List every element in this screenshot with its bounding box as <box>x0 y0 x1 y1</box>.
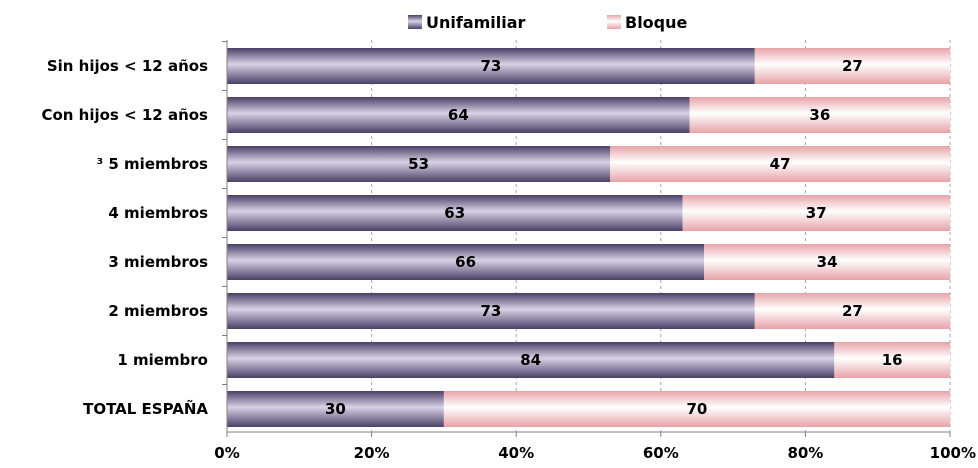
bars <box>227 48 950 427</box>
bar-unifamiliar <box>227 146 611 182</box>
x-tick-label: 40% <box>498 444 534 462</box>
category-label: 3 miembros <box>108 253 208 271</box>
category-label: ³ 5 miembros <box>97 155 208 173</box>
bar-unifamiliar <box>227 48 755 84</box>
legend-item-bloque: Bloque <box>607 13 688 32</box>
legend-swatch-bloque <box>607 15 621 29</box>
data-label-bloque: 70 <box>687 400 708 418</box>
data-label-unifamiliar: 30 <box>325 400 346 418</box>
bar-bloque <box>443 391 950 427</box>
x-tick-label: 80% <box>787 444 823 462</box>
data-label-bloque: 27 <box>842 57 863 75</box>
bar-bloque <box>689 97 950 133</box>
category-label: TOTAL ESPAÑA <box>83 399 208 418</box>
x-tick-labels: 0% 20% 40% 60% 80% 100% <box>214 444 976 462</box>
legend-swatch-unifamiliar <box>408 15 422 29</box>
axes <box>222 40 951 437</box>
data-label-bloque: 47 <box>770 155 791 173</box>
bar-unifamiliar <box>227 293 755 329</box>
data-label-unifamiliar: 63 <box>444 204 465 222</box>
data-label-bloque: 16 <box>882 351 903 369</box>
legend-label-unifamiliar: Unifamiliar <box>426 13 526 32</box>
bar-bloque <box>610 146 950 182</box>
x-tick-label: 100% <box>930 444 976 462</box>
data-label-bloque: 36 <box>809 106 830 124</box>
bar-bloque <box>682 195 950 231</box>
data-label-bloque: 37 <box>806 204 827 222</box>
bar-bloque <box>754 48 950 84</box>
bar-unifamiliar <box>227 342 835 378</box>
data-label-bloque: 34 <box>817 253 838 271</box>
data-label-unifamiliar: 73 <box>480 57 501 75</box>
bar-unifamiliar <box>227 97 690 133</box>
x-tick-label: 60% <box>643 444 679 462</box>
data-label-unifamiliar: 53 <box>408 155 429 173</box>
legend-label-bloque: Bloque <box>625 13 688 32</box>
legend: Unifamiliar Bloque <box>408 13 688 32</box>
bar-bloque <box>704 244 950 280</box>
bar-bloque <box>754 293 950 329</box>
category-label: 4 miembros <box>108 204 208 222</box>
x-tick-label: 0% <box>214 444 239 462</box>
category-label: 1 miembro <box>117 351 208 369</box>
category-label: Sin hijos < 12 años <box>47 57 208 75</box>
category-label: Con hijos < 12 años <box>41 106 208 124</box>
bar-unifamiliar <box>227 195 683 231</box>
data-label-unifamiliar: 64 <box>448 106 469 124</box>
data-labels: 73 27 64 36 53 47 63 37 66 34 73 27 84 16 30 70 <box>325 57 903 418</box>
data-label-unifamiliar: 73 <box>480 302 501 320</box>
x-tick-label: 20% <box>354 444 390 462</box>
legend-item-unifamiliar: Unifamiliar <box>408 13 526 32</box>
data-label-bloque: 27 <box>842 302 863 320</box>
bar-unifamiliar <box>227 391 444 427</box>
data-label-unifamiliar: 66 <box>455 253 476 271</box>
category-label: 2 miembros <box>108 302 208 320</box>
category-labels: Sin hijos < 12 años Con hijos < 12 años ³ … <box>41 57 208 418</box>
bar-unifamiliar <box>227 244 705 280</box>
bar-bloque <box>834 342 950 378</box>
data-label-unifamiliar: 84 <box>520 351 541 369</box>
